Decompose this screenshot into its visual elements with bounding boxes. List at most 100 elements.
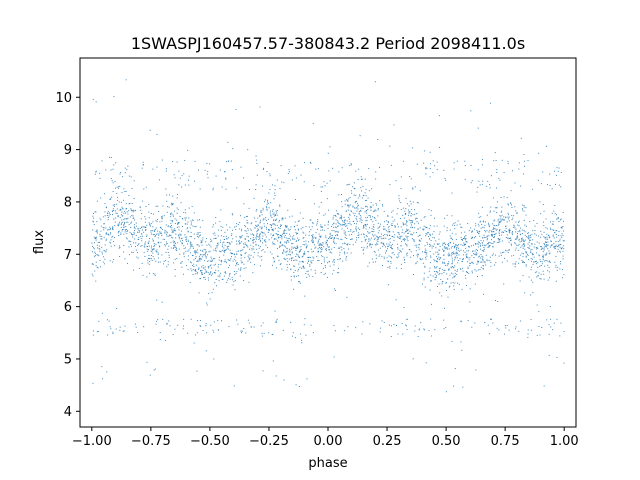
data-point <box>430 240 432 242</box>
data-point <box>172 230 174 232</box>
data-point <box>247 227 249 229</box>
data-point <box>555 266 557 268</box>
data-point <box>328 237 330 239</box>
data-point <box>426 242 428 244</box>
data-point <box>96 232 98 234</box>
data-point <box>302 265 304 267</box>
data-point <box>431 303 433 305</box>
data-point <box>423 217 425 219</box>
data-point <box>155 323 157 325</box>
data-point <box>135 242 137 244</box>
data-point <box>131 187 133 189</box>
data-point <box>344 224 346 226</box>
data-point <box>538 242 540 244</box>
data-point <box>431 233 433 235</box>
data-point <box>112 333 114 335</box>
data-point <box>116 196 118 198</box>
data-point <box>501 261 503 263</box>
data-point <box>259 106 261 108</box>
data-point <box>240 230 242 232</box>
data-point <box>550 221 552 223</box>
data-point <box>448 269 450 271</box>
data-point <box>338 272 340 274</box>
data-point <box>440 278 442 280</box>
data-point <box>471 231 473 233</box>
data-point <box>329 251 331 253</box>
data-point <box>248 240 250 242</box>
data-point <box>278 259 280 261</box>
data-point <box>291 243 293 245</box>
data-point <box>256 248 258 250</box>
data-point <box>477 269 479 271</box>
data-point <box>99 250 101 252</box>
data-point <box>201 241 203 243</box>
data-point <box>234 280 236 282</box>
data-point <box>354 215 356 217</box>
data-point <box>506 197 508 199</box>
data-point <box>246 222 248 224</box>
data-point <box>514 225 516 227</box>
data-point <box>379 166 381 168</box>
data-point <box>255 224 257 226</box>
data-point <box>327 246 329 248</box>
data-point <box>206 244 208 246</box>
data-point <box>374 244 376 246</box>
data-point <box>310 324 312 326</box>
data-point <box>514 263 516 265</box>
data-point <box>526 251 528 253</box>
data-point <box>552 223 554 225</box>
data-point <box>298 255 300 257</box>
data-point <box>524 165 526 167</box>
data-point <box>123 244 125 246</box>
data-point <box>523 245 525 247</box>
data-point <box>558 235 560 237</box>
data-point <box>445 326 447 328</box>
data-point <box>483 246 485 248</box>
data-point <box>322 229 324 231</box>
data-point <box>257 255 259 257</box>
data-point <box>133 198 135 200</box>
data-point <box>498 231 500 233</box>
data-point <box>269 173 271 175</box>
data-point <box>462 267 464 269</box>
data-point <box>462 239 464 241</box>
data-point <box>157 319 159 321</box>
data-point <box>283 230 285 232</box>
data-point <box>291 257 293 259</box>
data-point <box>420 238 422 240</box>
data-point <box>158 234 160 236</box>
data-point <box>430 280 432 282</box>
data-point <box>389 267 391 269</box>
data-point <box>181 240 183 242</box>
data-point <box>511 234 513 236</box>
data-point <box>519 234 521 236</box>
data-point <box>397 236 399 238</box>
data-point <box>223 261 225 263</box>
data-point <box>358 204 360 206</box>
data-point <box>373 238 375 240</box>
data-point <box>155 205 157 207</box>
data-point <box>389 184 391 186</box>
data-point <box>205 323 207 325</box>
data-point <box>344 219 346 221</box>
data-point <box>491 254 493 256</box>
data-point <box>294 238 296 240</box>
data-point <box>392 210 394 212</box>
data-point <box>515 221 517 223</box>
data-point <box>118 235 120 237</box>
data-point <box>405 235 407 237</box>
data-point <box>107 334 109 336</box>
data-point <box>173 174 175 176</box>
data-point <box>514 182 516 184</box>
data-point <box>166 231 168 233</box>
data-point <box>143 231 145 233</box>
data-point <box>113 218 115 220</box>
data-point <box>232 279 234 281</box>
data-point <box>554 204 556 206</box>
data-point <box>114 245 116 247</box>
data-point <box>302 244 304 246</box>
data-point <box>169 325 171 327</box>
data-point <box>248 254 250 256</box>
data-point <box>543 236 545 238</box>
data-point <box>295 337 297 339</box>
